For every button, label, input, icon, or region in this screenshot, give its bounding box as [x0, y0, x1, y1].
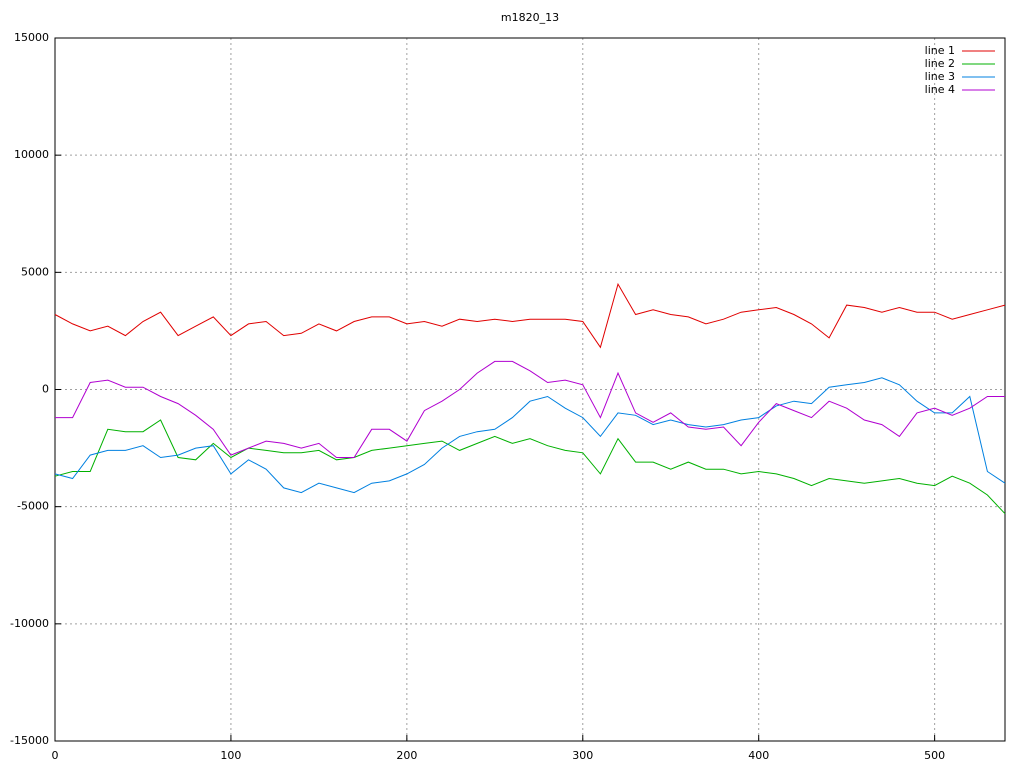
y-tick-label: -5000 [17, 500, 49, 513]
x-tick-label: 400 [748, 749, 769, 762]
x-tick-label: 200 [396, 749, 417, 762]
y-tick-label: 15000 [14, 31, 49, 44]
legend-label: line 1 [925, 44, 955, 57]
legend-label: line 3 [925, 70, 955, 83]
y-tick-label: 10000 [14, 148, 49, 161]
y-tick-label: 5000 [21, 265, 49, 278]
x-tick-label: 300 [572, 749, 593, 762]
series-line [55, 360, 1005, 458]
x-tick-label: 100 [220, 749, 241, 762]
x-tick-label: 0 [52, 749, 59, 762]
y-tick-label: -15000 [10, 734, 49, 747]
series-line [54, 377, 1006, 494]
series-line [54, 282, 1006, 349]
legend-label: line 2 [925, 57, 955, 70]
x-tick-label: 500 [924, 749, 945, 762]
plot-frame [54, 37, 1006, 742]
series-line [54, 419, 1006, 515]
chart-title: m1820_13 [501, 11, 559, 24]
legend-label: line 4 [925, 83, 955, 96]
y-tick-label: 0 [42, 383, 49, 396]
y-tick-label: -10000 [10, 617, 49, 630]
